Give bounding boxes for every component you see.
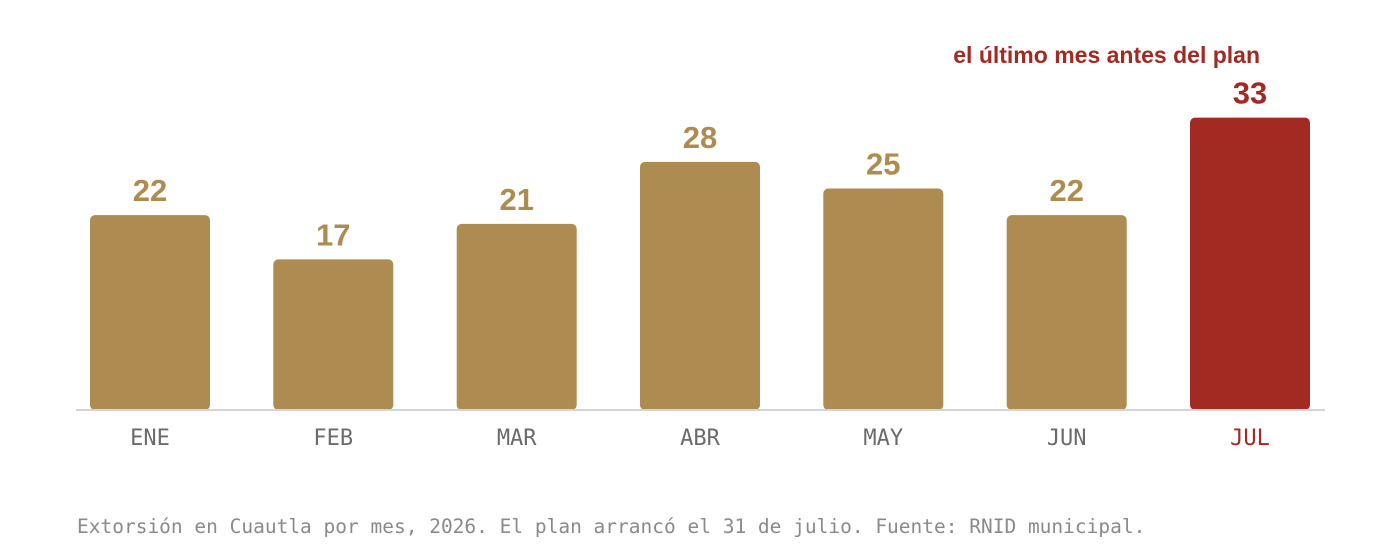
value-labels-group: 22 17 21 28 25 22 33: [133, 76, 1267, 253]
category-label-ene: ENE: [130, 426, 170, 451]
value-label-ene: 22: [133, 173, 167, 208]
value-label-feb: 17: [316, 217, 350, 252]
value-label-mar: 21: [499, 182, 533, 217]
category-label-mar: MAR: [497, 426, 537, 451]
highlight-annotation: el último mes antes del plan: [953, 42, 1260, 68]
category-label-feb: FEB: [313, 426, 353, 451]
bar-mar: [456, 223, 577, 410]
bar-jun: [1006, 215, 1127, 410]
bar-ene: [90, 215, 210, 410]
category-labels-group: ENE FEB MAR ABR MAY JUN JUL: [130, 426, 1270, 451]
value-label-abr: 28: [683, 120, 717, 155]
value-label-may: 25: [866, 147, 900, 182]
category-label-abr: ABR: [680, 426, 720, 451]
bar-jul: [1190, 117, 1310, 410]
value-label-jun: 22: [1049, 173, 1083, 208]
bar-abr: [640, 161, 760, 410]
category-label-jun: JUN: [1047, 426, 1087, 451]
category-label-may: MAY: [863, 426, 903, 451]
bar-may: [823, 188, 944, 410]
bar-feb: [273, 259, 394, 410]
chart-caption: Extorsión en Cuautla por mes, 2026. El p…: [77, 515, 1146, 538]
bars-group: [90, 117, 1310, 410]
value-label-jul: 33: [1233, 76, 1267, 111]
category-label-jul: JUL: [1230, 426, 1270, 451]
